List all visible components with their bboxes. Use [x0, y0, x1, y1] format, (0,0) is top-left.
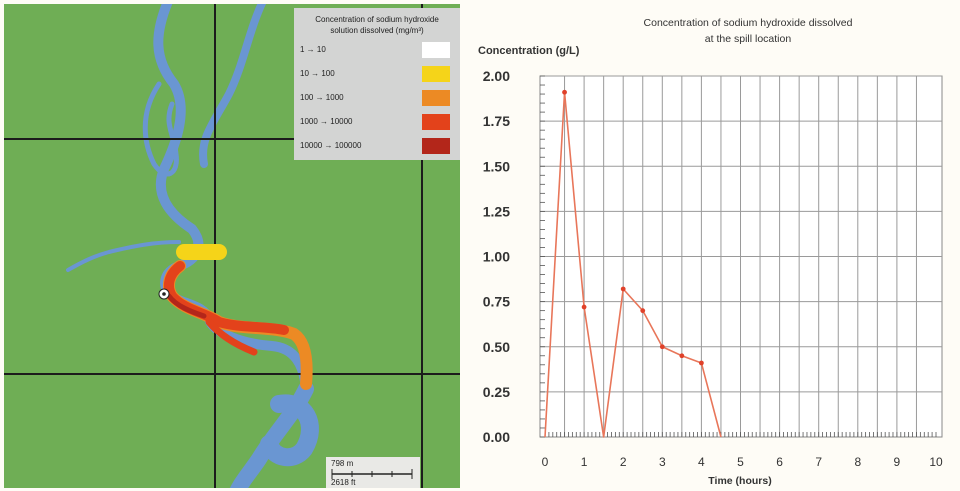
- legend-item: 1000 → 10000: [300, 114, 456, 130]
- y-tick-label: 0.75: [483, 294, 510, 310]
- legend-swatch: [422, 66, 450, 82]
- legend-item-label: 1000 → 10000: [300, 117, 353, 126]
- chart-canvas: Concentration of sodium hydroxide dissol…: [478, 17, 943, 487]
- y-tick-label: 1.25: [483, 203, 510, 219]
- data-point: [699, 360, 704, 366]
- y-tick-label: 1.00: [483, 249, 510, 265]
- x-tick-label: 10: [929, 455, 943, 469]
- data-point: [640, 308, 646, 314]
- river-lower-lobe: [260, 394, 319, 467]
- x-tick-label: 2: [620, 455, 627, 469]
- y-tick-label: 0.25: [483, 384, 510, 400]
- legend-swatch: [422, 114, 450, 130]
- chart-subtitle: at the spill location: [705, 33, 792, 45]
- y-axis-label: Concentration (g/L): [478, 45, 580, 57]
- y-tick-label: 1.75: [483, 113, 510, 129]
- legend-item-label: 10000 → 100000: [300, 141, 362, 150]
- x-tick-label: 8: [854, 455, 861, 469]
- legend-title: Concentration of sodium hydroxide soluti…: [297, 14, 457, 36]
- x-tick-label: 6: [776, 455, 783, 469]
- legend-swatch: [422, 138, 450, 154]
- x-tick-label: 3: [659, 455, 666, 469]
- spill-location-marker: [158, 288, 170, 300]
- legend-swatch: [422, 42, 450, 58]
- plume-red-spur: [205, 318, 258, 356]
- series-line: [544, 91, 722, 438]
- scale-ruler: [331, 469, 413, 479]
- legend-item: 10 → 100: [300, 66, 456, 82]
- y-tick-label: 0.00: [483, 429, 510, 445]
- plume-dark-red-core: [166, 293, 207, 319]
- scale-metric-label: 798 m: [331, 459, 354, 468]
- x-tick-label: 4: [698, 455, 705, 469]
- spill-map: Concentration of sodium hydroxide soluti…: [4, 4, 460, 488]
- y-tick-label: 0.50: [483, 339, 510, 355]
- tick-labels: 0.00 0.25 0.50 0.75 1.00 1.25 1.50 1.75 2.00 0 1 2 3…: [483, 68, 943, 469]
- x-tick-label: 5: [737, 455, 744, 469]
- legend-item: 100 → 1000: [300, 90, 456, 106]
- x-tick-label: 9: [894, 455, 901, 469]
- data-point: [659, 344, 665, 350]
- data-point: [679, 353, 685, 359]
- legend-item: 10000 → 100000: [300, 138, 456, 154]
- data-point: [581, 304, 587, 310]
- chart-grid: [540, 75, 942, 437]
- river-tributary: [66, 240, 181, 272]
- river-upper-branch: [199, 4, 267, 168]
- x-axis-label: Time (hours): [708, 475, 771, 487]
- river-oxbow: [142, 81, 179, 177]
- data-point: [620, 286, 626, 292]
- legend-swatch: [422, 90, 450, 106]
- legend-title-line2: solution dissolved (mg/m³): [330, 26, 424, 35]
- x-tick-label: 7: [815, 455, 822, 469]
- data-point: [562, 89, 567, 95]
- scale-imperial-label: 2618 ft: [331, 478, 356, 487]
- y-tick-label: 2.00: [483, 68, 510, 84]
- map-canvas: [4, 4, 460, 488]
- x-tick-label: 0: [542, 455, 549, 469]
- map-legend: Concentration of sodium hydroxide soluti…: [294, 8, 460, 160]
- scale-bar: 798 m 2618 ft: [326, 457, 420, 488]
- concentration-chart: Concentration of sodium hydroxide dissol…: [460, 0, 960, 491]
- legend-title-line1: Concentration of sodium hydroxide: [315, 15, 439, 24]
- legend-item: 1 → 10: [300, 42, 456, 58]
- legend-item-label: 100 → 1000: [300, 93, 344, 102]
- legend-item-label: 1 → 10: [300, 45, 326, 54]
- chart-title: Concentration of sodium hydroxide dissol…: [644, 17, 853, 29]
- x-tick-label: 1: [581, 455, 588, 469]
- y-tick-label: 1.50: [483, 158, 510, 174]
- spill-plume: [163, 244, 313, 390]
- series: [544, 89, 722, 438]
- axis-ticks: [540, 75, 937, 438]
- legend-item-label: 10 → 100: [300, 69, 335, 78]
